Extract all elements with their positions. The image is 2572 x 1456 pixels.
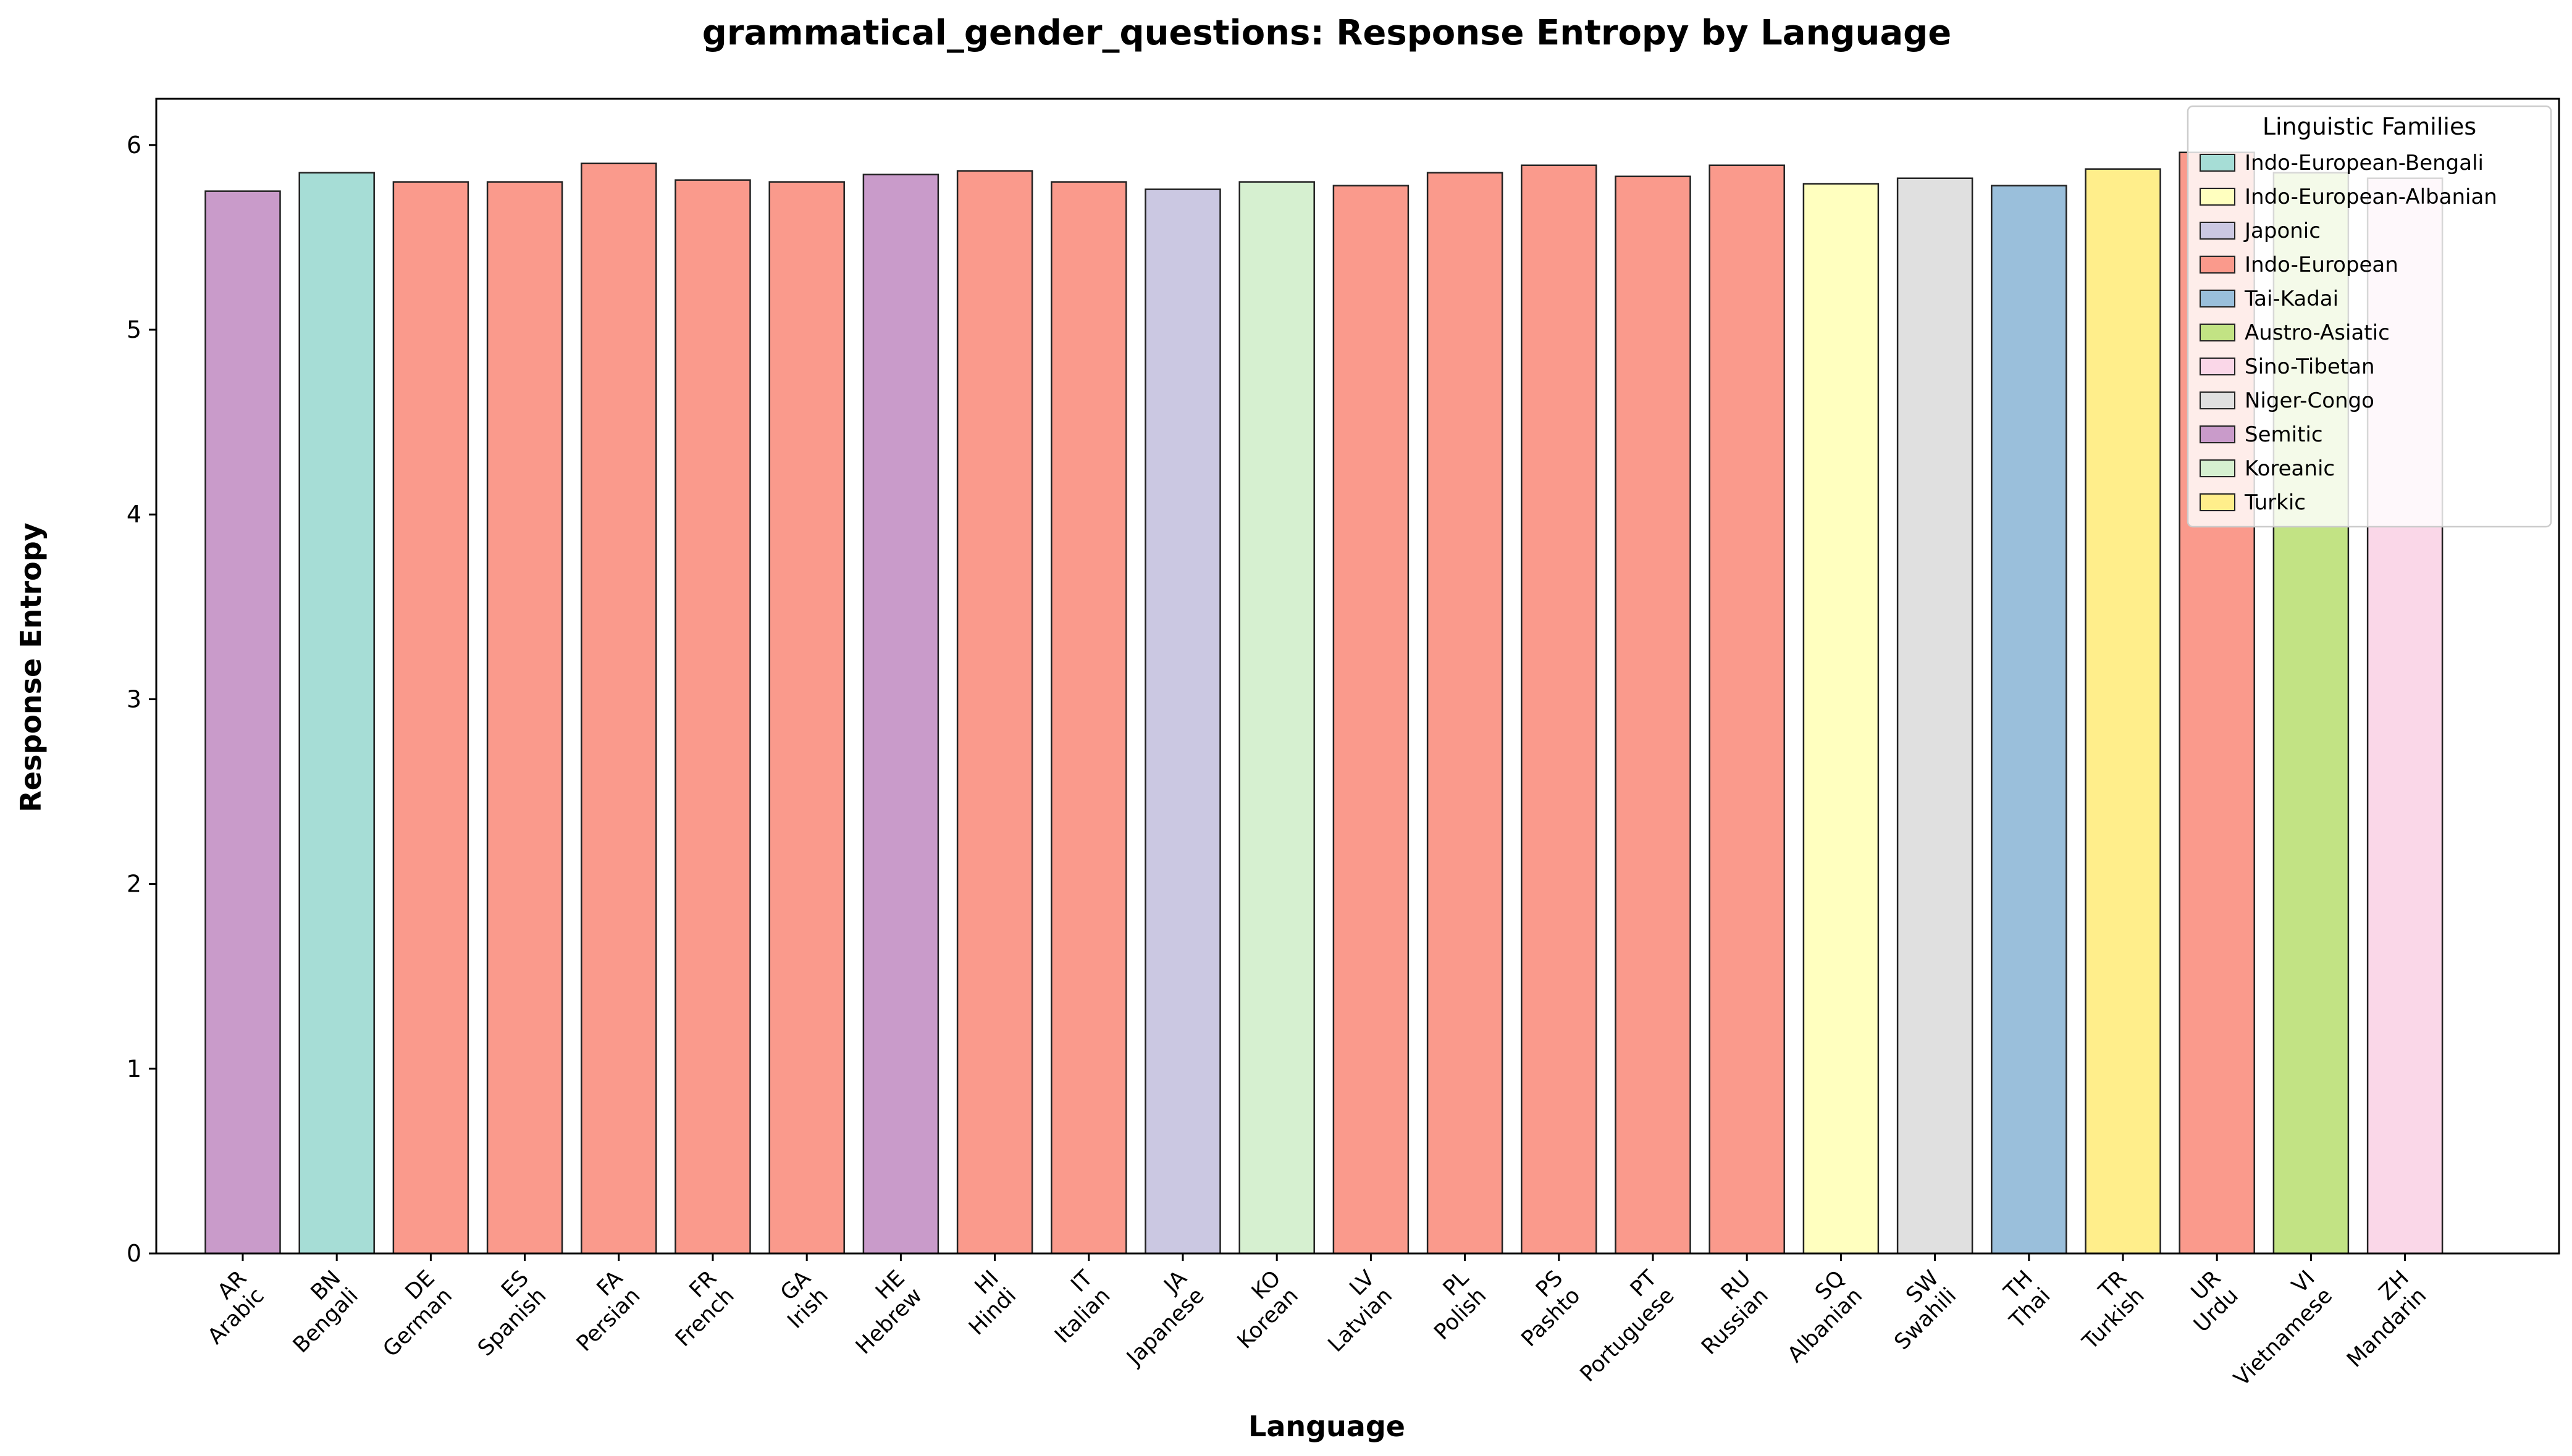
bar-ga: [768, 181, 845, 1255]
x-tick-label: FRFrench: [654, 1266, 739, 1352]
legend-label: Sino-Tibetan: [2245, 354, 2375, 379]
legend-box: [2187, 105, 2552, 528]
legend-swatch: [2200, 391, 2235, 409]
bar-sq: [1802, 183, 1880, 1255]
bar-ru: [1708, 164, 1785, 1255]
chart-title: grammatical_gender_questions: Response E…: [702, 13, 1952, 53]
bar-de: [392, 181, 469, 1255]
bar-he: [862, 174, 939, 1255]
x-axis-label: Language: [1248, 1410, 1405, 1443]
x-tick-label: ESSpanish: [456, 1266, 551, 1361]
bar-th: [1991, 185, 2067, 1255]
x-tick-label: PLPolish: [1412, 1266, 1491, 1345]
bar-pt: [1615, 175, 1691, 1255]
legend-swatch: [2200, 222, 2235, 240]
legend-swatch: [2200, 290, 2235, 308]
x-tick-language: Portuguese: [1576, 1283, 1679, 1387]
legend-swatch: [2200, 358, 2235, 375]
legend-label: Tai-Kadai: [2244, 287, 2339, 311]
legend-label: Austro-Asiatic: [2245, 320, 2390, 345]
x-tick-language: Vietnamese: [2229, 1283, 2337, 1391]
x-tick-label: DEGerman: [361, 1266, 457, 1362]
x-tick-label: VIVietnamese: [2212, 1266, 2337, 1391]
bar-tr: [2085, 168, 2161, 1255]
legend-label: Turkic: [2244, 490, 2306, 515]
x-tick-label: JAJapanese: [1104, 1266, 1209, 1371]
x-tick-label: HEHebrew: [834, 1266, 927, 1359]
legend-label: Niger-Congo: [2245, 388, 2374, 413]
bar-lv: [1332, 185, 1410, 1255]
bar-ps: [1521, 164, 1597, 1255]
y-tick-label: 0: [127, 1240, 141, 1267]
x-tick-label: LVLatvian: [1306, 1266, 1397, 1357]
legend-label: Koreanic: [2245, 456, 2335, 481]
bar-ja: [1145, 188, 1221, 1255]
x-tick-label: GAIrish: [765, 1266, 833, 1334]
legend-swatch: [2200, 256, 2235, 274]
x-tick-label: KOKorean: [1215, 1266, 1303, 1353]
legend-label: Indo-European-Albanian: [2245, 185, 2497, 209]
legend-swatch: [2200, 154, 2235, 172]
bar-fa: [581, 162, 657, 1255]
legend-label: Indo-European-Bengali: [2245, 151, 2484, 175]
legend-label: Indo-European: [2245, 253, 2398, 277]
bar-bn: [298, 172, 375, 1255]
x-tick-label: SWSwahili: [1872, 1266, 1961, 1355]
x-tick-label: THThai: [1987, 1266, 2055, 1334]
x-tick-label: BNBengali: [271, 1266, 363, 1358]
legend-label: Semitic: [2245, 422, 2323, 447]
y-tick-label: 2: [127, 871, 141, 898]
plot-area-frame: [155, 98, 2560, 1255]
legend-swatch: [2200, 324, 2235, 341]
x-tick-label: PTPortuguese: [1558, 1266, 1679, 1387]
y-tick-label: 1: [127, 1055, 141, 1082]
bar-ko: [1238, 181, 1315, 1255]
bar-it: [1051, 181, 1127, 1255]
legend-swatch: [2200, 459, 2235, 477]
bar-pl: [1426, 172, 1503, 1255]
legend-swatch: [2200, 425, 2235, 443]
legend-title: Linguistic Families: [2263, 113, 2476, 140]
x-tick-label: ZHMandarin: [2325, 1266, 2431, 1372]
x-tick-label: SQAlbanian: [1765, 1266, 1867, 1368]
bars-layer: [204, 151, 2444, 1255]
x-tick-label: TRTurkish: [2060, 1266, 2149, 1355]
y-tick-label: 5: [127, 316, 141, 343]
y-axis-label: Response Entropy: [14, 522, 48, 812]
x-tick-label: RURussian: [1679, 1266, 1773, 1360]
y-tick-label: 4: [127, 501, 141, 528]
x-tick-label: URUrdu: [2172, 1266, 2243, 1337]
legend-swatch: [2200, 493, 2235, 511]
legend-swatch: [2200, 188, 2235, 206]
legend: Linguistic Families Indo-European-Bengali…: [2187, 105, 2552, 528]
bar-sw: [1896, 177, 1973, 1255]
x-tick-label: FAPersian: [555, 1266, 645, 1357]
bar-ar: [204, 190, 281, 1255]
bar-fr: [675, 179, 751, 1255]
x-tick-label: PSPashto: [1499, 1266, 1585, 1352]
legend-label: Japonic: [2243, 219, 2321, 243]
bar-hi: [956, 170, 1033, 1255]
x-tick-label: ARArabic: [186, 1266, 269, 1349]
bar-es: [486, 181, 563, 1255]
y-tick-label: 3: [127, 685, 141, 713]
x-tick-language: Japanese: [1122, 1283, 1209, 1371]
x-tick-label: HIHindi: [947, 1266, 1021, 1340]
x-tick-label: ITItalian: [1033, 1266, 1116, 1349]
y-tick-label: 6: [127, 132, 141, 159]
